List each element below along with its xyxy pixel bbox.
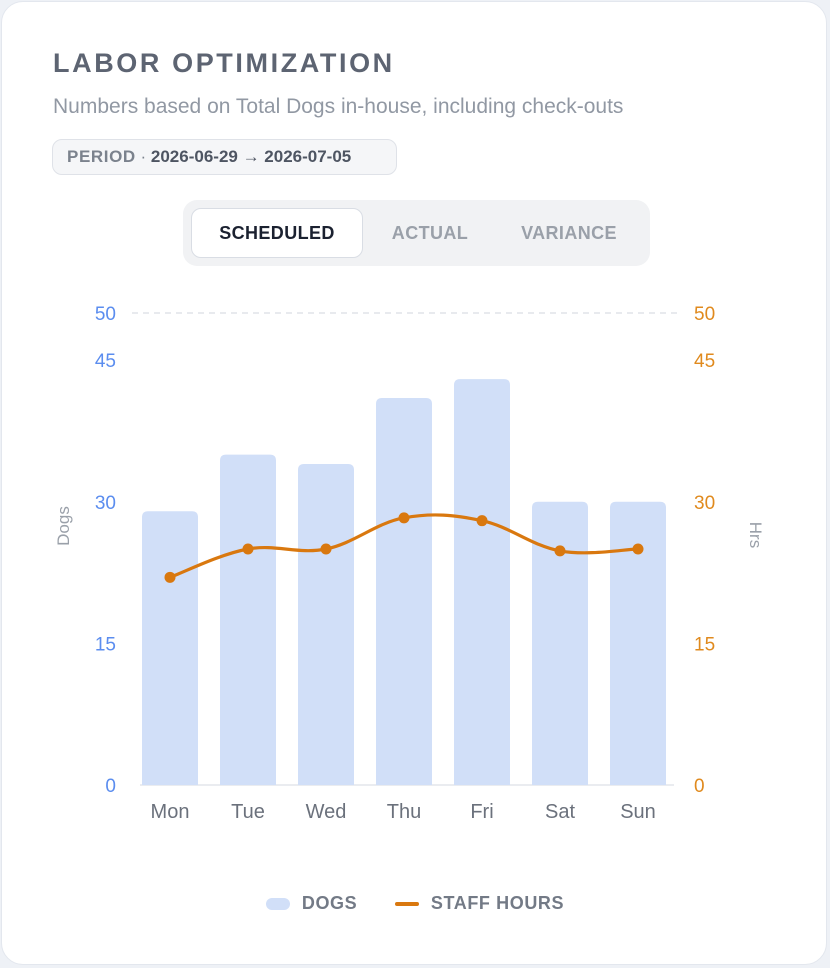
period-label: PERIOD <box>67 147 136 166</box>
card-title: LABOR OPTIMIZATION <box>53 48 395 78</box>
view-tabs: SCHEDULED ACTUAL VARIANCE <box>183 200 650 266</box>
y-left-tick-label: 45 <box>95 351 116 372</box>
period-separator: · <box>135 147 151 166</box>
legend-swatch-dogs <box>265 897 290 910</box>
bar-dogs-mon[interactable] <box>142 511 198 785</box>
y-right-axis-title: Hrs <box>746 522 765 548</box>
tab-scheduled[interactable]: SCHEDULED <box>191 208 363 258</box>
point-staff-hours-tue[interactable] <box>242 543 254 555</box>
y-right-tick-label: 45 <box>694 351 715 372</box>
x-tick-label: Mon <box>151 801 190 823</box>
x-tick-label: Sat <box>545 801 575 823</box>
period-badge: PERIOD · 2026-06-29 → 2026-07-05 <box>52 139 397 175</box>
point-staff-hours-mon[interactable] <box>164 571 176 583</box>
y-left-tick-label: 15 <box>95 634 116 655</box>
x-tick-label: Wed <box>306 801 347 823</box>
y-left-tick-label: 50 <box>95 304 116 325</box>
x-tick-label: Tue <box>231 801 265 823</box>
y-right-tick-label: 15 <box>694 634 715 655</box>
period-value: 2026-06-29 → 2026-07-05 <box>150 147 352 166</box>
bar-dogs-tue[interactable] <box>220 454 276 785</box>
legend-item-dogs[interactable]: DOGS <box>265 892 358 914</box>
bar-dogs-wed[interactable] <box>298 464 354 785</box>
y-right-tick-label: 0 <box>694 776 705 797</box>
point-staff-hours-wed[interactable] <box>320 543 332 555</box>
chart-legend: DOGS STAFF HOURS <box>2 892 828 914</box>
point-staff-hours-sat[interactable] <box>554 545 566 557</box>
y-left-tick-label: 30 <box>95 493 116 514</box>
bar-dogs-sun[interactable] <box>610 501 666 785</box>
y-left-axis-title: Dogs <box>54 506 73 546</box>
legend-label-dogs: DOGS <box>301 893 358 914</box>
y-left-tick-label: 0 <box>105 776 116 797</box>
y-right-tick-label: 30 <box>694 493 715 514</box>
legend-swatch-staff-hours <box>394 901 419 906</box>
legend-item-staff-hours[interactable]: STAFF HOURS <box>394 892 565 914</box>
point-staff-hours-thu[interactable] <box>398 512 410 524</box>
bar-dogs-thu[interactable] <box>376 397 432 785</box>
tab-variance[interactable]: VARIANCE <box>521 223 617 243</box>
bar-dogs-fri[interactable] <box>454 379 510 785</box>
legend-label-staff-hours: STAFF HOURS <box>430 893 565 914</box>
point-staff-hours-fri[interactable] <box>476 515 488 527</box>
bar-dogs-sat[interactable] <box>532 501 588 785</box>
point-staff-hours-sun[interactable] <box>632 543 644 555</box>
x-tick-label: Fri <box>470 801 493 823</box>
y-right-tick-label: 50 <box>694 304 715 325</box>
tab-actual[interactable]: ACTUAL <box>391 223 469 243</box>
x-tick-label: Sun <box>620 801 656 823</box>
labor-chart: 0 15 30 45 50 0 15 30 45 50 Dogs Hrs Mon Tue Wed Thu Fri… <box>54 304 765 823</box>
x-tick-label: Thu <box>387 801 421 823</box>
card-subtitle: Numbers based on Total Dogs in-house, in… <box>53 95 624 118</box>
